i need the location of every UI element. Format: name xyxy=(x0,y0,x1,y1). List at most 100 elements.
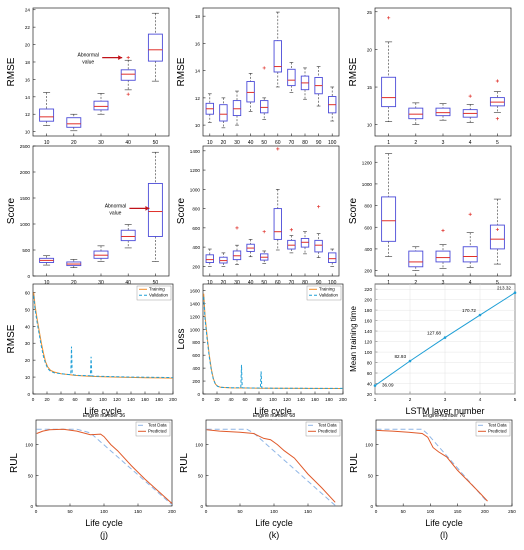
annotation-text-2: value xyxy=(109,210,121,216)
legend-box xyxy=(135,421,171,437)
box-iqr xyxy=(381,76,397,108)
chart-title: Engine number 76 xyxy=(423,413,466,419)
box-iqr xyxy=(435,107,451,117)
y-tick-label: 20 xyxy=(25,43,31,48)
y-tick-label: 200 xyxy=(364,269,372,274)
legend-label: Test Data xyxy=(318,423,337,428)
outlier-point xyxy=(289,228,293,232)
x-tick-label: 1 xyxy=(374,397,377,402)
x-tick-label: 100 xyxy=(269,397,277,402)
box-iqr xyxy=(260,100,269,114)
outlier-point xyxy=(495,117,499,121)
box-iqr xyxy=(147,33,163,62)
x-axis-label: Life cycle xyxy=(425,518,463,528)
y-tick-label: 200 xyxy=(192,264,200,269)
y-axis-label: RUL xyxy=(9,453,20,473)
outlier-point xyxy=(235,226,239,230)
y-tick-label: 1500 xyxy=(20,196,31,201)
x-tick-label: 140 xyxy=(297,397,305,402)
y-tick-label: 2000 xyxy=(20,170,31,175)
panel-g: 0 10 20 30 40 50 60 RMSE 0 20 40 60 80 100 120 140 160 18… xyxy=(6,283,177,428)
outlier-point xyxy=(495,227,499,232)
y-tick-label: 10 xyxy=(25,375,31,380)
x-tick-label: 80 xyxy=(256,397,262,402)
x-tick-label: 90 xyxy=(316,140,322,146)
y-tick-label: 1000 xyxy=(190,327,201,332)
outlier-point xyxy=(126,92,130,96)
x-tick-label: 5 xyxy=(496,280,499,286)
x-tick-label: 100 xyxy=(99,397,107,402)
panel-c: 10152025RMSE12345LSTM layer number(c) xyxy=(348,7,512,170)
panel-h: 0 200 400 600 800 1000 1200 1400 1600 Loss 0 20 40 60… xyxy=(176,283,347,428)
panel-i: 20 40 60 80 100 120 140 160 180 200 220 Mean traini… xyxy=(349,283,517,428)
chart-title: Engine number 36 xyxy=(83,413,126,419)
y-axis-label: RMSE xyxy=(6,324,17,353)
y-tick-label: 1000 xyxy=(20,222,31,227)
x-axis-label: Life cycle xyxy=(254,406,292,416)
x-tick-label: 180 xyxy=(155,397,163,402)
x-tick-label: 100 xyxy=(328,140,337,146)
outlier-point xyxy=(468,94,472,98)
box-iqr xyxy=(273,40,282,73)
x-tick-label: 100 xyxy=(328,280,337,286)
box-iqr xyxy=(39,108,55,122)
x-tick-label: 4 xyxy=(469,140,472,146)
y-tick-label: 20 xyxy=(367,47,373,52)
box-iqr xyxy=(205,254,214,263)
panel-l: 0 50 100 RUL 0 50 100 150 200 250 Engine number 76… xyxy=(349,413,516,540)
x-tick-label: 10 xyxy=(207,140,213,146)
x-tick-label: 3 xyxy=(442,140,445,146)
box-iqr xyxy=(120,229,136,242)
box-iqr xyxy=(381,196,397,242)
x-tick-label: 140 xyxy=(127,397,135,402)
legend-label: Training xyxy=(319,287,335,292)
y-axis-label: Score xyxy=(176,198,187,225)
series-line xyxy=(376,429,488,502)
x-tick-label: 20 xyxy=(221,280,227,286)
x-tick-label: 5 xyxy=(514,397,517,402)
series-line xyxy=(36,428,173,504)
y-tick-label: 40 xyxy=(25,324,31,329)
x-tick-label: 50 xyxy=(261,280,267,286)
y-tick-label: 0 xyxy=(27,392,30,397)
x-tick-label: 60 xyxy=(275,140,281,146)
y-tick-label: 1600 xyxy=(190,288,201,293)
x-tick-label: 50 xyxy=(153,140,159,146)
y-tick-label: 400 xyxy=(192,245,200,250)
y-tick-label: 18 xyxy=(25,60,31,65)
box-iqr xyxy=(147,182,163,237)
x-tick-label: 50 xyxy=(153,280,159,286)
x-tick-label: 60 xyxy=(72,397,78,402)
y-tick-label: 50 xyxy=(368,473,374,478)
x-tick-label: 160 xyxy=(311,397,319,402)
box-iqr xyxy=(287,68,296,87)
box-iqr xyxy=(462,246,478,263)
y-tick-label: 220 xyxy=(364,287,372,292)
outlier-point xyxy=(276,147,280,151)
x-axis-label: Life cycle xyxy=(85,518,123,528)
x-tick-label: 60 xyxy=(275,280,281,286)
x-tick-label: 40 xyxy=(125,280,131,286)
y-tick-label: 2500 xyxy=(20,144,31,149)
y-tick-label: 15 xyxy=(367,85,373,90)
y-tick-label: 1200 xyxy=(362,160,373,165)
box-iqr xyxy=(66,117,82,128)
x-tick-label: 20 xyxy=(214,397,220,402)
x-tick-label: 40 xyxy=(228,397,234,402)
y-tick-label: 100 xyxy=(25,443,33,448)
box-iqr xyxy=(93,100,109,111)
box-iqr xyxy=(273,208,282,240)
y-tick-label: 100 xyxy=(364,350,372,355)
y-tick-label: 10 xyxy=(25,130,31,135)
panel-caption: (j) xyxy=(100,530,108,540)
plot-frame xyxy=(202,145,340,277)
legend-label: Validation xyxy=(319,293,339,298)
point-label: 170.72 xyxy=(462,308,476,313)
plot-frame xyxy=(202,283,344,395)
legend-label: Predicted xyxy=(148,429,167,434)
y-tick-label: 10 xyxy=(195,123,201,128)
y-tick-label: 0 xyxy=(370,504,373,509)
x-tick-label: 0 xyxy=(35,509,38,514)
x-tick-label: 20 xyxy=(71,140,77,146)
x-tick-label: 160 xyxy=(141,397,149,402)
